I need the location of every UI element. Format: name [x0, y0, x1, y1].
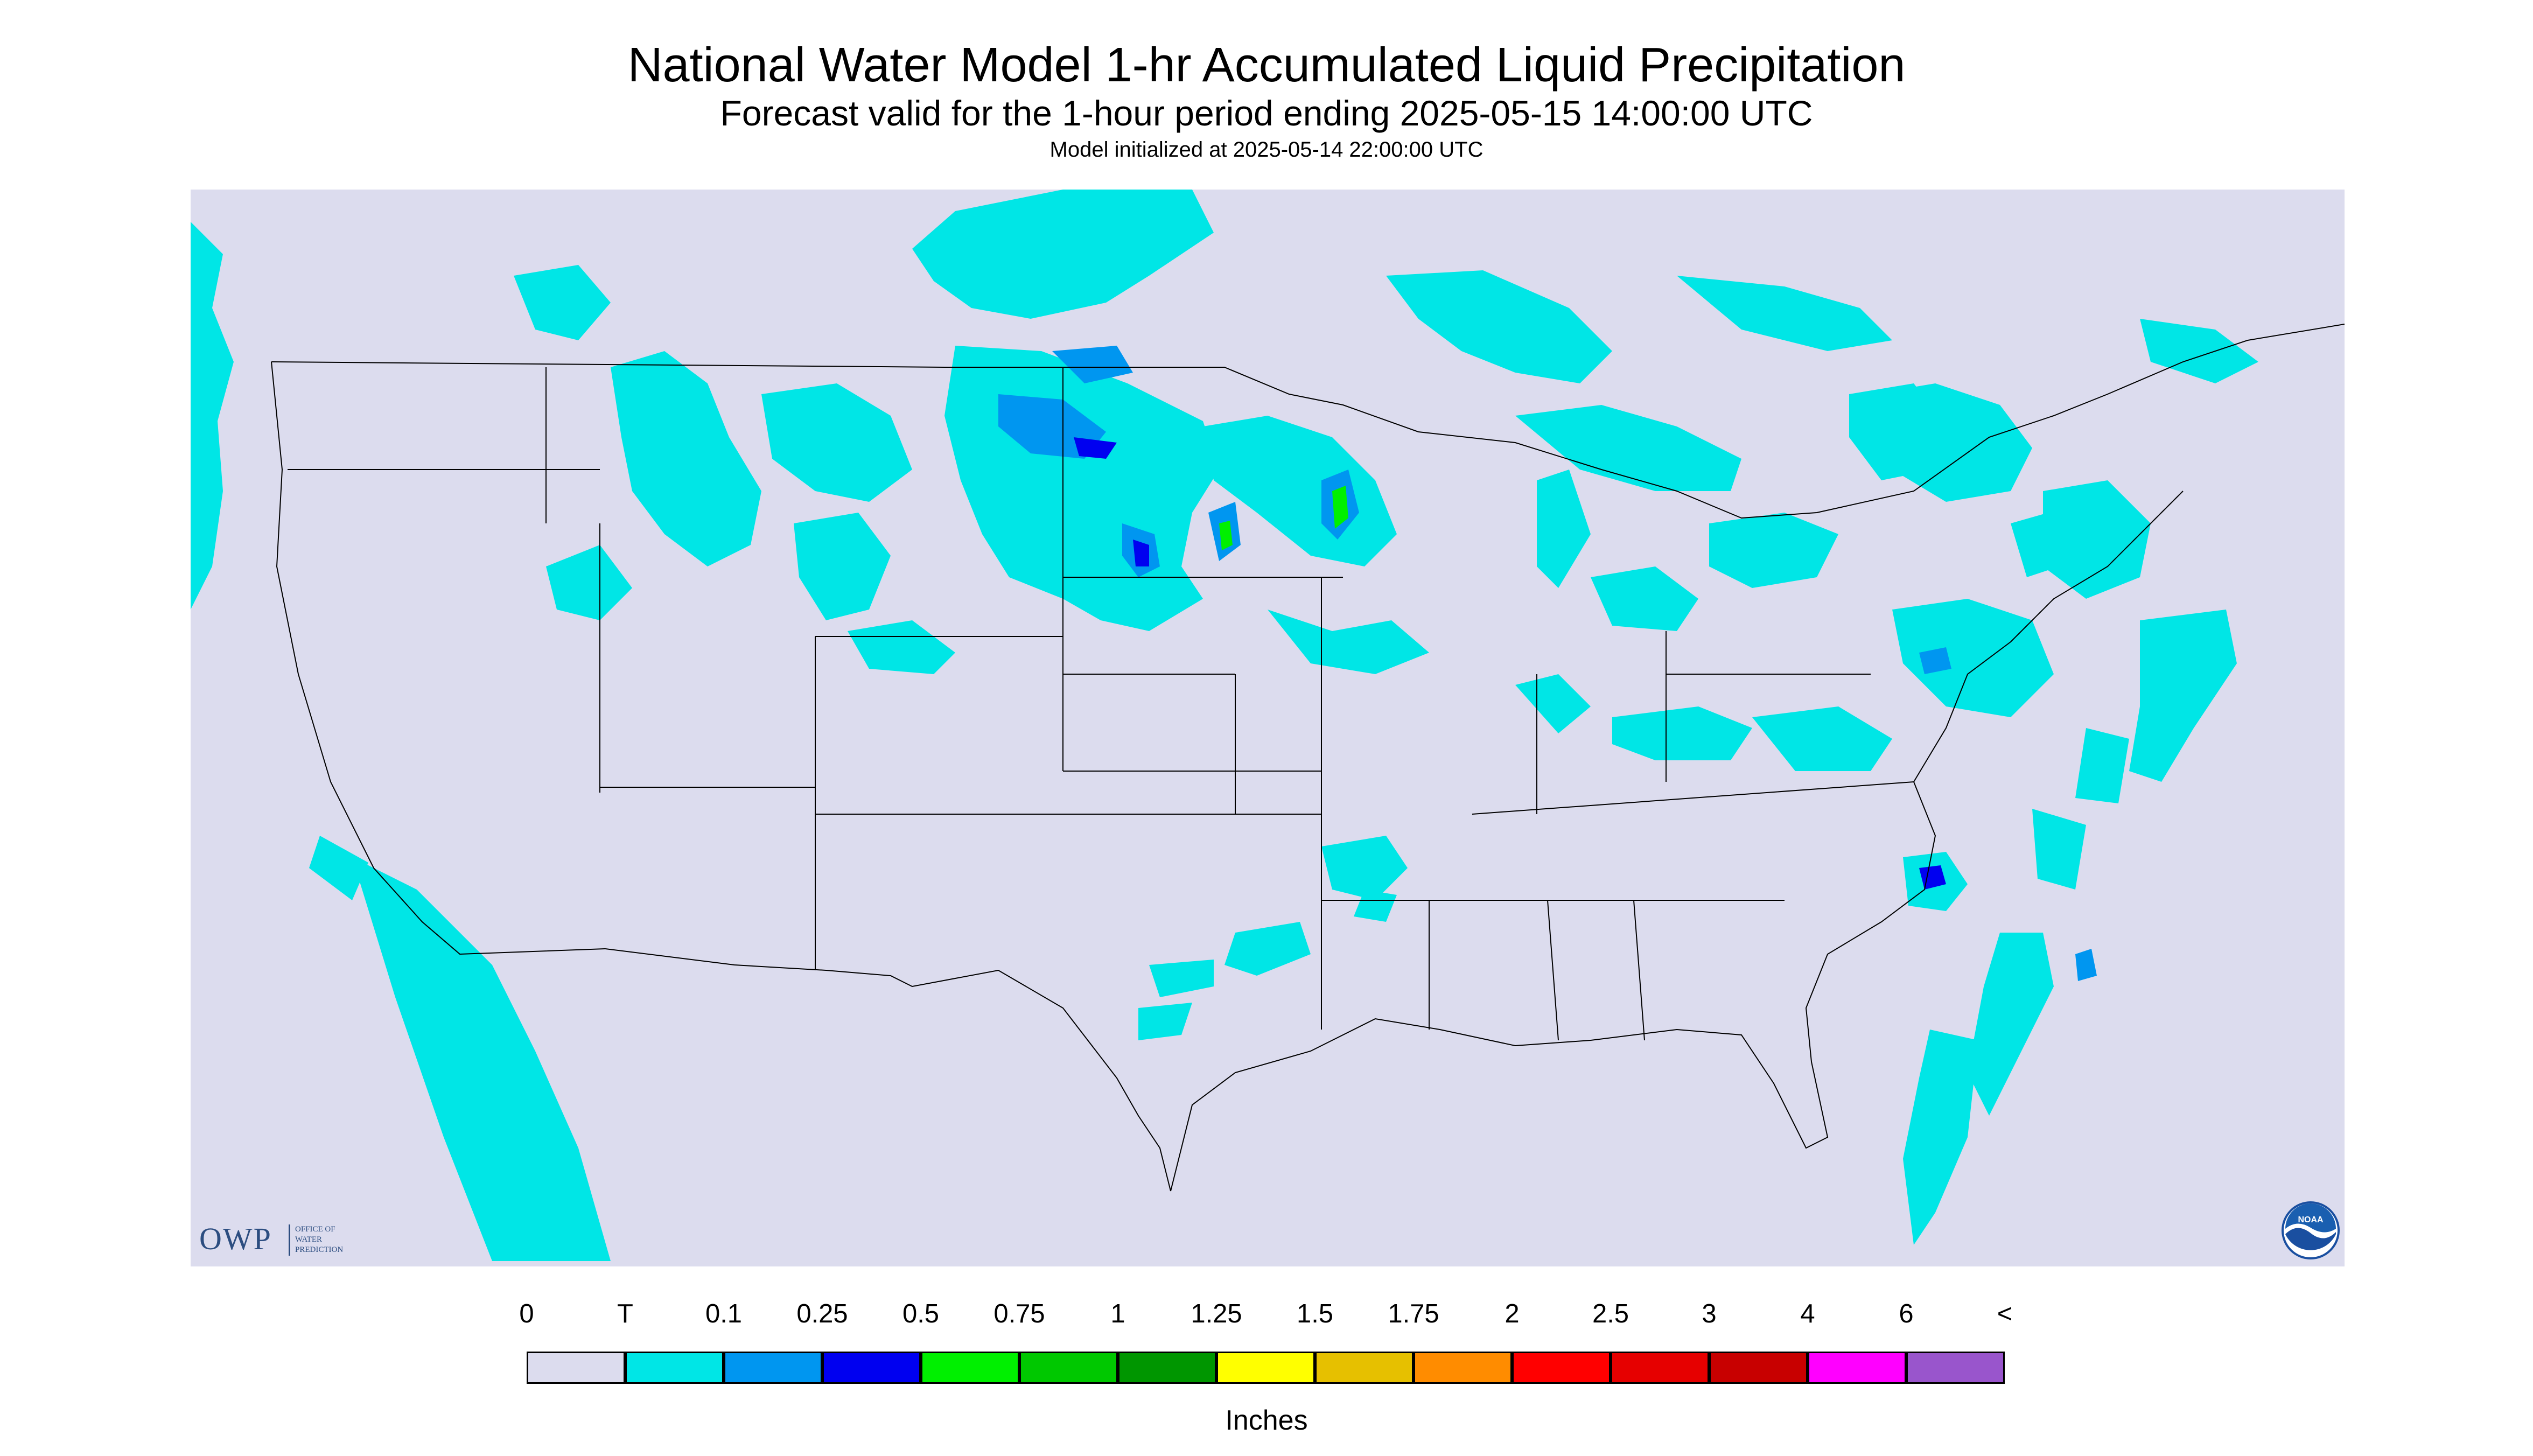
precip-pacific: [191, 222, 611, 1261]
owp-logo-letters: OWP: [199, 1221, 272, 1256]
legend-label: 1.75: [1388, 1299, 1439, 1328]
precip-south-plains: [1138, 836, 1408, 1040]
legend-label: <: [1997, 1299, 2013, 1328]
noaa-logo-sky: [2285, 1203, 2336, 1233]
legend-swatch: [1118, 1352, 1216, 1384]
noaa-logo-wave: [2285, 1228, 2336, 1250]
legend-label: 0.25: [796, 1299, 848, 1328]
precip-ohio-valley: [1515, 674, 1892, 771]
legend-label: 1.5: [1296, 1299, 1334, 1328]
precipitation-map: [191, 190, 2345, 1266]
noaa-logo-text: NOAA: [2298, 1215, 2324, 1224]
legend-label: 4: [1800, 1299, 1815, 1328]
legend-swatch: [1808, 1352, 1906, 1384]
legend-swatch: [921, 1352, 1019, 1384]
noaa-logo: NOAA: [2282, 1201, 2340, 1259]
legend-units-label: Inches: [1225, 1405, 1308, 1436]
legend-swatch: [1414, 1352, 1512, 1384]
legend-swatch: [1512, 1352, 1611, 1384]
legend-label: 1: [1110, 1299, 1125, 1328]
legend-swatch: [1709, 1352, 1808, 1384]
owp-logo-line: OFFICE OF: [295, 1225, 335, 1234]
owp-logo-divider: [289, 1224, 290, 1256]
map-title: National Water Model 1-hr Accumulated Li…: [627, 38, 1906, 92]
legend-swatch: [1216, 1352, 1315, 1384]
owp-logo-text: OFFICE OF WATER PREDICTION: [295, 1224, 360, 1255]
legend-label: 3: [1702, 1299, 1717, 1328]
precip-heavy-cores: [998, 346, 2097, 981]
legend-label: 0.75: [993, 1299, 1045, 1328]
precip-atlantic: [1903, 513, 2237, 1245]
legend-swatch: [724, 1352, 822, 1384]
legend-label: 0.5: [902, 1299, 940, 1328]
legend-swatch: [625, 1352, 724, 1384]
legend-label: 1.25: [1191, 1299, 1242, 1328]
legend-label: 0: [519, 1299, 534, 1328]
legend-label: T: [617, 1299, 633, 1328]
legend-swatch: [1611, 1352, 1709, 1384]
legend-label: 0.1: [705, 1299, 743, 1328]
model-init-text: Model initialized at 2025-05-14 22:00:00…: [1049, 138, 1484, 162]
map-boundaries: [271, 324, 2345, 1192]
legend-swatch: [822, 1352, 921, 1384]
precip-northwest: [514, 265, 955, 674]
legend-swatch: [1315, 1352, 1414, 1384]
map-subtitle: Forecast valid for the 1-hour period end…: [720, 93, 1813, 133]
legend-swatch: [1906, 1352, 2005, 1384]
legend-swatch: [1019, 1352, 1118, 1384]
legend-label: 2.5: [1592, 1299, 1629, 1328]
legend-swatch: [527, 1352, 625, 1384]
owp-logo-line: WATER: [295, 1235, 322, 1244]
owp-logo-line: PREDICTION: [295, 1245, 344, 1254]
legend-label: 6: [1899, 1299, 1914, 1328]
legend-label: 2: [1505, 1299, 1520, 1328]
